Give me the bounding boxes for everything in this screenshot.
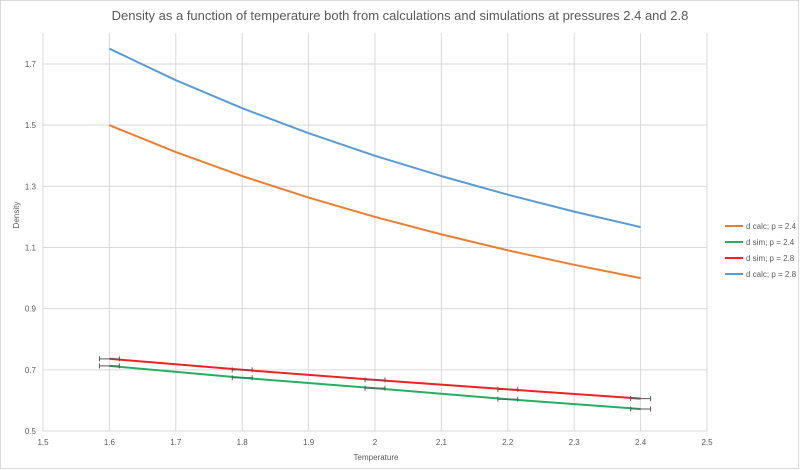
y-tick-label: 0.7 bbox=[25, 366, 37, 375]
legend-label: d sim; p = 2.4 bbox=[746, 238, 795, 247]
y-tick-labels: 0.5 0.7 0.9 1.1 1.3 1.5 1.7 bbox=[25, 60, 37, 436]
y-tick-label: 1.7 bbox=[25, 60, 37, 69]
y-tick-label: 0.5 bbox=[25, 427, 37, 436]
series-line-d-calc-p-2-4 bbox=[109, 124, 641, 280]
x-tick-label: 2.4 bbox=[635, 438, 647, 447]
error-bars bbox=[98, 356, 652, 412]
y-axis-label: Density bbox=[12, 202, 21, 229]
legend-item: d calc; p = 2.8 bbox=[725, 270, 797, 279]
legend-label: d calc; p = 2.8 bbox=[746, 270, 797, 279]
series-line-d-calc-p-2-8 bbox=[108, 47, 641, 229]
x-tick-label: 1.6 bbox=[104, 438, 116, 447]
y-tick-label: 1.1 bbox=[25, 244, 37, 253]
x-tick-label: 1.8 bbox=[237, 438, 249, 447]
x-tick-label: 2.5 bbox=[701, 438, 713, 447]
legend-label: d calc; p = 2.4 bbox=[746, 222, 797, 231]
legend-item: d calc; p = 2.4 bbox=[725, 222, 797, 231]
y-tick-label: 1.3 bbox=[25, 182, 37, 191]
x-tick-label: 2 bbox=[373, 438, 378, 447]
x-tick-labels: 1.5 1.6 1.7 1.8 1.9 2 2.1 2.2 2.3 2.4 2.5 bbox=[37, 438, 713, 447]
x-tick-label: 2.3 bbox=[569, 438, 581, 447]
legend: d calc; p = 2.4 d sim; p = 2.4 d sim; p = … bbox=[725, 222, 797, 279]
x-tick-label: 1.5 bbox=[37, 438, 49, 447]
x-tick-label: 2.1 bbox=[436, 438, 448, 447]
x-tick-label: 2.2 bbox=[502, 438, 514, 447]
y-tick-label: 1.5 bbox=[25, 121, 37, 130]
x-tick-label: 1.7 bbox=[170, 438, 182, 447]
gridlines bbox=[42, 33, 708, 432]
x-axis-label: Temperature bbox=[354, 453, 399, 462]
x-tick-label: 1.9 bbox=[303, 438, 315, 447]
chart-title: Density as a function of temperature bot… bbox=[111, 8, 689, 23]
legend-label: d sim; p = 2.8 bbox=[746, 254, 795, 263]
legend-item: d sim; p = 2.4 bbox=[725, 238, 795, 247]
y-tick-label: 0.9 bbox=[25, 305, 37, 314]
legend-item: d sim; p = 2.8 bbox=[725, 254, 795, 263]
